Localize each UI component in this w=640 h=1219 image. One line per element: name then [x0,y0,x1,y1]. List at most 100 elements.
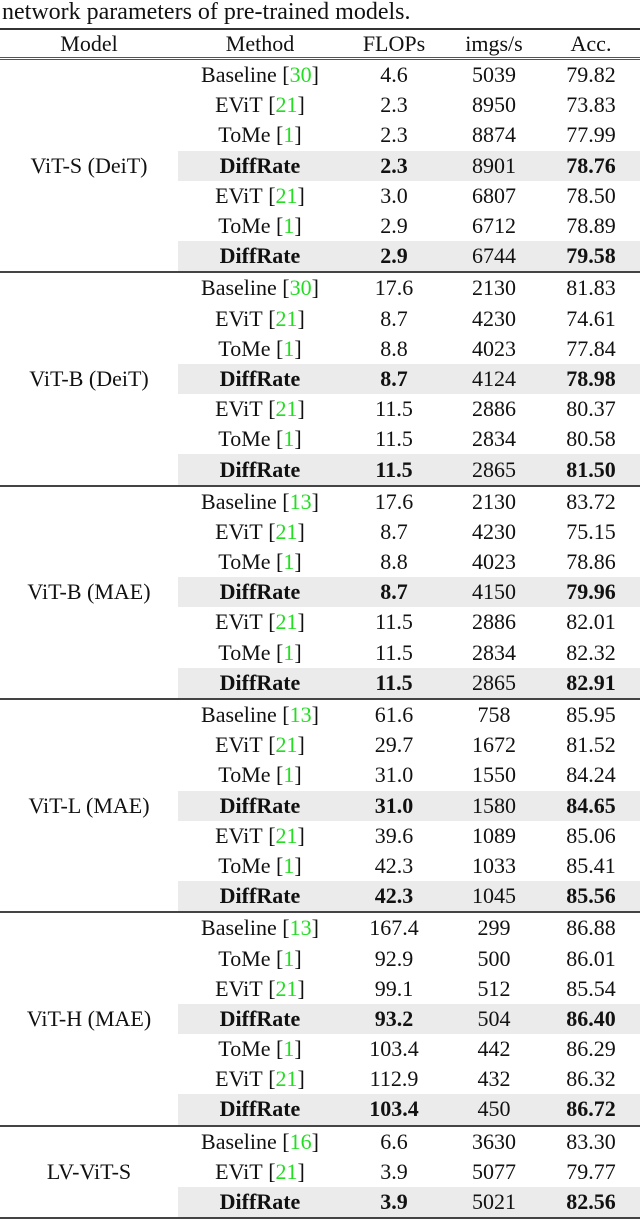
table-caption: network parameters of pre-trained models… [2,0,411,25]
citation-link[interactable]: 30 [289,62,312,88]
method-name: DiffRate [219,365,301,391]
citation-link[interactable]: 1 [283,426,295,452]
flops-cell: 2.9 [342,241,446,273]
citation-link[interactable]: 1 [283,335,295,361]
citation-link[interactable]: 21 [275,182,298,208]
table-row: EViT [21] 11.5 2886 80.37 [0,394,640,424]
citation-link[interactable]: 13 [289,915,312,941]
flops-cell: 31.0 [374,762,414,788]
citation-bracket-open: [ [276,62,290,88]
citation-bracket-open: [ [270,1036,284,1062]
citation-link[interactable]: 21 [275,396,298,422]
citation-bracket-open: [ [270,122,284,148]
flops-cell: 2.3 [380,92,408,118]
results-table-container: Model Method FLOPs imgs/s Acc. ViT-S (De… [0,28,640,1219]
model-group: ViT-B (DeiT) Baseline [30] 17.6 2130 81.83 EV… [0,272,640,486]
citation-link[interactable]: 21 [275,518,298,544]
table-row: EViT [21] 11.5 2886 82.01 [0,607,640,637]
citation-link[interactable]: 21 [275,305,298,331]
table-row: ViT-H (MAE) Baseline [13] 167.4 299 86.88 [0,912,640,1031]
imgs-cell: 1033 [472,852,516,878]
imgs-cell: 6744 [446,241,542,273]
citation-bracket-close: ] [297,609,305,635]
citation-link[interactable]: 16 [289,1128,312,1154]
citation-link[interactable]: 21 [275,92,298,118]
flops-cell: 8.8 [380,549,408,575]
imgs-cell: 6712 [472,213,516,239]
imgs-cell: 450 [446,1094,542,1126]
method-name: EViT [215,1066,263,1092]
method-name: Baseline [201,702,277,728]
method-name: EViT [215,975,263,1001]
citation-bracket-close: ] [311,488,319,514]
flops-cell: 2.3 [342,150,446,181]
table-row: ViT-L (MAE) Baseline [13] 61.6 758 85.95 [0,699,640,818]
citation-link[interactable]: 1 [283,639,295,665]
citation-link[interactable]: 21 [275,1066,298,1092]
citation-link[interactable]: 13 [289,488,312,514]
citation-link[interactable]: 21 [275,732,298,758]
method-cell: ToMe [1] [178,211,342,241]
acc-cell: 86.32 [566,1066,616,1092]
method-name: DiffRate [219,243,301,269]
citation-bracket-close: ] [311,915,319,941]
flops-cell: 11.5 [375,426,413,452]
citation-link[interactable]: 1 [283,549,295,575]
citation-link[interactable]: 21 [275,609,298,635]
citation-link[interactable]: 1 [283,945,295,971]
imgs-cell: 6807 [472,182,516,208]
flops-cell: 3.9 [342,1186,446,1219]
flops-cell: 8.7 [342,363,446,395]
citation-bracket-close: ] [297,1158,305,1184]
method-name: Baseline [201,488,277,514]
method-name: EViT [215,732,263,758]
flops-cell: 112.9 [369,1066,419,1092]
flops-cell: 61.6 [374,702,414,728]
citation-bracket-close: ] [297,822,305,848]
header-imgs: imgs/s [465,31,523,56]
citation-bracket-close: ] [294,426,302,452]
acc-cell: 78.76 [542,150,640,181]
citation-link[interactable]: 1 [283,852,295,878]
citation-bracket-open: [ [276,1128,290,1154]
imgs-cell: 8901 [446,150,542,181]
citation-bracket-close: ] [294,122,302,148]
citation-link[interactable]: 30 [289,275,312,301]
acc-cell: 84.24 [566,762,616,788]
acc-cell: 86.01 [566,945,616,971]
method-cell: EViT [21] [178,304,342,334]
header-flops: FLOPs [362,31,426,56]
citation-link[interactable]: 1 [283,762,295,788]
citation-bracket-close: ] [294,213,302,239]
citation-link[interactable]: 21 [275,1158,298,1184]
table-row: EViT [21] 8.7 4230 75.15 [0,517,640,547]
method-cell: EViT [21] [178,1157,342,1187]
method-name: DiffRate [219,669,301,695]
citation-link[interactable]: 1 [283,1036,295,1062]
citation-link[interactable]: 21 [275,975,298,1001]
imgs-cell: 3630 [472,1128,516,1154]
flops-cell: 11.5 [342,454,446,486]
citation-bracket-close: ] [311,1128,319,1154]
method-cell: DiffRate [178,150,342,181]
imgs-cell: 5021 [446,1186,542,1219]
imgs-cell: 432 [477,1066,511,1092]
citation-bracket-close: ] [297,396,305,422]
method-name: EViT [215,609,263,635]
citation-link[interactable]: 21 [275,822,298,848]
model-name-cell: ViT-L (MAE) [28,792,150,818]
table-row: ToMe [1] 42.3 1033 85.41 [0,851,640,881]
citation-link[interactable]: 13 [289,702,312,728]
citation-bracket-open: [ [270,426,284,452]
method-name: ToMe [218,639,271,665]
flops-cell: 2.3 [380,122,408,148]
model-name-cell: ViT-H (MAE) [26,1005,152,1031]
citation-link[interactable]: 1 [283,122,295,148]
table-row: EViT [21] 2.3 8950 73.83 [0,90,640,120]
citation-link[interactable]: 1 [283,213,295,239]
imgs-cell: 2130 [472,488,516,514]
table-row: ToMe [1] 2.9 6712 78.89 [0,211,640,241]
header-acc: Acc. [570,31,612,56]
citation-bracket-open: [ [270,762,284,788]
acc-cell: 84.65 [542,790,640,821]
